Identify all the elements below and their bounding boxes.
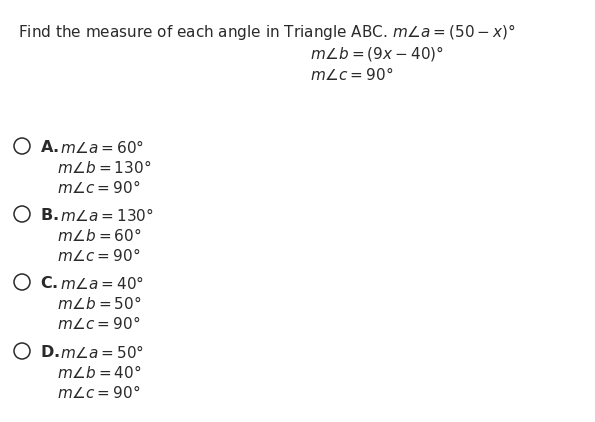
Text: $m\angle c = 90°$: $m\angle c = 90°$ [57,384,140,401]
Text: $\mathbf{D.}$: $\mathbf{D.}$ [40,344,60,360]
Text: $m\angle c = 90°$: $m\angle c = 90°$ [57,315,140,332]
Text: $m\angle b = 60°$: $m\angle b = 60°$ [57,227,142,244]
Text: $m\angle b = (9x - 40)°$: $m\angle b = (9x - 40)°$ [310,44,444,63]
Text: $m\angle a = 50°$: $m\angle a = 50°$ [60,344,144,361]
Text: $m\angle a = 60°$: $m\angle a = 60°$ [60,139,144,156]
Text: Find the measure of each angle in Triangle ABC. $m\angle a = (50 - x)°$: Find the measure of each angle in Triang… [18,22,516,42]
Text: $m\angle a = 40°$: $m\angle a = 40°$ [60,275,144,292]
Text: $m\angle b = 40°$: $m\angle b = 40°$ [57,364,142,381]
Text: $m\angle b = 50°$: $m\angle b = 50°$ [57,295,142,312]
Text: $\mathbf{B.}$: $\mathbf{B.}$ [40,207,59,223]
Text: $\mathbf{C.}$: $\mathbf{C.}$ [40,275,58,291]
Text: $m\angle c = 90°$: $m\angle c = 90°$ [57,179,140,196]
Text: $m\angle a = 130°$: $m\angle a = 130°$ [60,207,154,224]
Text: $m\angle b = 130°$: $m\angle b = 130°$ [57,159,151,176]
Text: $m\angle c = 90°$: $m\angle c = 90°$ [310,66,393,83]
Text: $\mathbf{A.}$: $\mathbf{A.}$ [40,139,59,155]
Text: $m\angle c = 90°$: $m\angle c = 90°$ [57,247,140,264]
